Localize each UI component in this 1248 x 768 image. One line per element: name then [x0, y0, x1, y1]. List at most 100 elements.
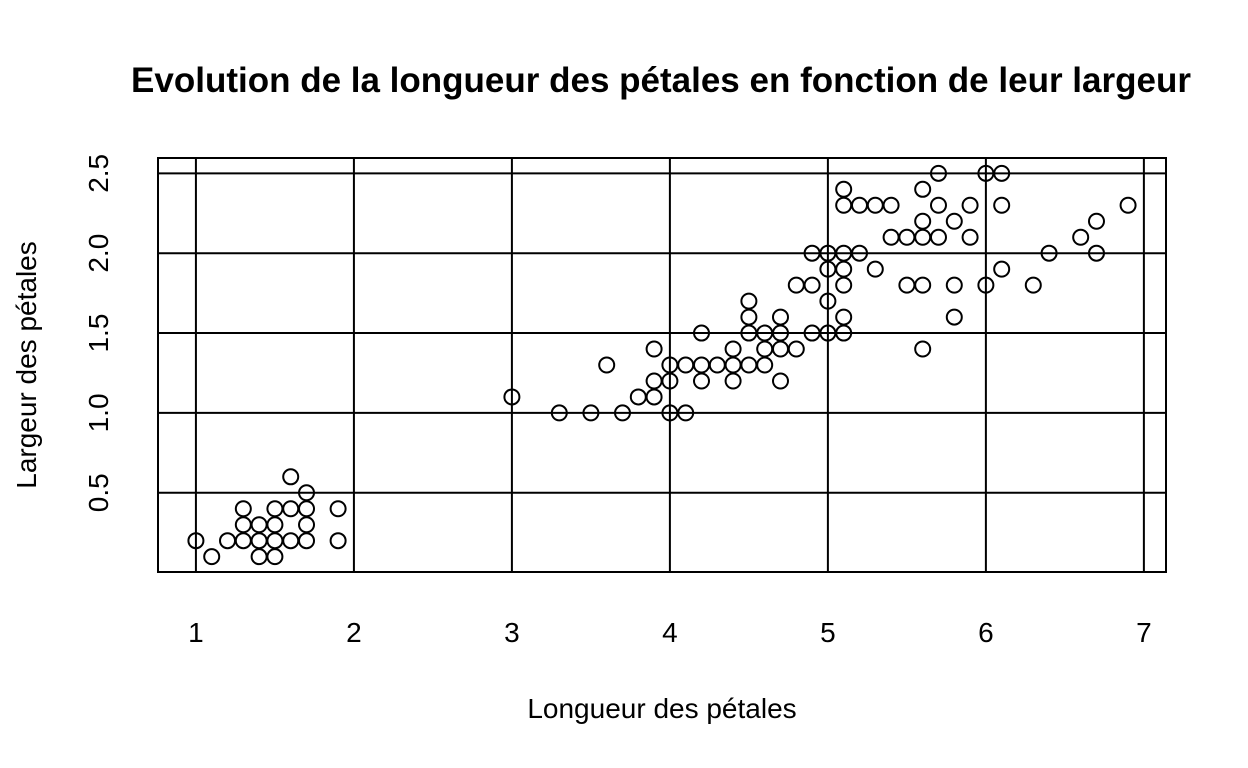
data-point	[835, 180, 853, 198]
data-point	[298, 500, 316, 518]
data-point	[234, 516, 252, 534]
data-point	[787, 340, 805, 358]
data-point	[835, 276, 853, 294]
data-point	[756, 340, 774, 358]
data-point	[1087, 244, 1105, 262]
data-point	[724, 340, 742, 358]
data-point	[1040, 244, 1058, 262]
data-point	[929, 164, 947, 182]
x-tick-label: 4	[662, 617, 678, 648]
x-tick-label: 3	[504, 617, 520, 648]
data-point	[914, 276, 932, 294]
data-point	[298, 484, 316, 502]
data-point	[929, 196, 947, 214]
data-point	[234, 532, 252, 550]
y-tick-label: 0.5	[83, 473, 114, 512]
x-tick-label: 2	[346, 617, 362, 648]
data-point	[945, 276, 963, 294]
data-point	[266, 532, 284, 550]
data-point	[929, 228, 947, 246]
data-point	[266, 500, 284, 518]
y-axis-label: Largeur des pétales	[11, 241, 42, 489]
data-point	[914, 180, 932, 198]
data-point	[629, 388, 647, 406]
data-point	[298, 532, 316, 550]
data-point	[835, 196, 853, 214]
data-point	[771, 372, 789, 390]
data-point	[645, 372, 663, 390]
x-axis-ticks: 1 2 3 4 5 6 7	[188, 617, 1152, 648]
data-point	[835, 260, 853, 278]
data-point	[598, 356, 616, 374]
data-point	[219, 532, 237, 550]
data-point	[740, 356, 758, 374]
data-point	[961, 196, 979, 214]
data-point	[677, 404, 695, 422]
data-point	[250, 548, 268, 566]
x-tick-label: 1	[188, 617, 204, 648]
data-point	[866, 260, 884, 278]
data-point	[1087, 212, 1105, 230]
data-point	[550, 404, 568, 422]
data-point	[282, 468, 300, 486]
data-points	[187, 164, 1137, 566]
data-point	[1119, 196, 1137, 214]
data-point	[582, 404, 600, 422]
data-point	[866, 196, 884, 214]
data-point	[850, 244, 868, 262]
data-point	[993, 164, 1011, 182]
plot-frame	[157, 157, 1167, 573]
y-tick-label: 1.0	[83, 393, 114, 432]
chart-title: Evolution de la longueur des pétales en …	[131, 61, 1191, 100]
y-tick-label: 2.0	[83, 234, 114, 273]
data-point	[329, 500, 347, 518]
data-point	[787, 276, 805, 294]
data-point	[614, 404, 632, 422]
data-point	[977, 276, 995, 294]
data-point	[914, 340, 932, 358]
data-point	[914, 212, 932, 230]
data-point	[692, 356, 710, 374]
y-tick-label: 2.5	[83, 154, 114, 193]
data-point	[329, 532, 347, 550]
data-point	[250, 516, 268, 534]
x-axis-label: Longueur des pétales	[527, 693, 796, 724]
data-point	[835, 308, 853, 326]
data-point	[692, 372, 710, 390]
data-point	[724, 356, 742, 374]
data-point	[1072, 228, 1090, 246]
data-point	[503, 388, 521, 406]
data-point	[961, 228, 979, 246]
data-point	[692, 324, 710, 342]
x-tick-label: 7	[1136, 617, 1152, 648]
data-point	[677, 356, 695, 374]
data-point	[234, 500, 252, 518]
data-point	[740, 292, 758, 310]
data-point	[898, 276, 916, 294]
data-point	[740, 308, 758, 326]
y-tick-label: 1.5	[83, 314, 114, 353]
data-point	[771, 308, 789, 326]
data-point	[724, 372, 742, 390]
data-point	[993, 196, 1011, 214]
data-point	[819, 292, 837, 310]
data-point	[282, 532, 300, 550]
data-point	[850, 196, 868, 214]
data-point	[898, 228, 916, 246]
data-point	[771, 340, 789, 358]
data-point	[1024, 276, 1042, 294]
data-point	[708, 356, 726, 374]
x-tick-label: 6	[978, 617, 994, 648]
data-point	[645, 388, 663, 406]
data-point	[882, 228, 900, 246]
data-point	[187, 532, 205, 550]
data-point	[645, 340, 663, 358]
data-point	[282, 500, 300, 518]
data-point	[298, 516, 316, 534]
data-point	[266, 516, 284, 534]
data-point	[203, 548, 221, 566]
y-axis-ticks: 0.5 1.0 1.5 2.0 2.5	[83, 154, 114, 512]
data-point	[945, 308, 963, 326]
data-point	[914, 228, 932, 246]
